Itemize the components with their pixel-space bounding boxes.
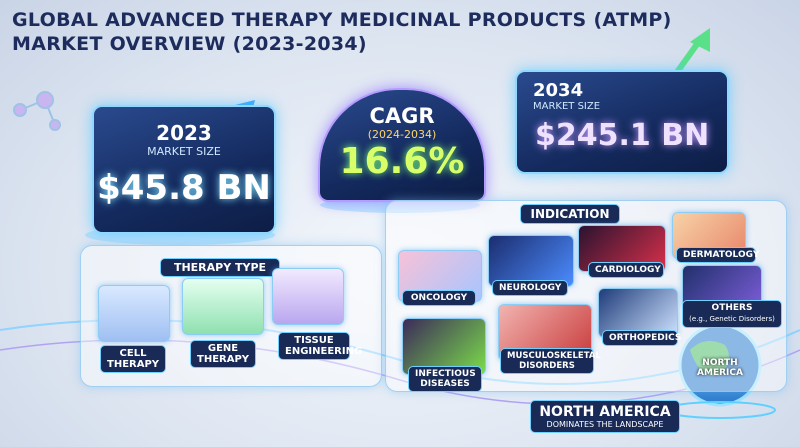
cagr-period: (2024-2034) — [367, 128, 437, 141]
region-subtitle: DOMINATES THE LANDSCAPE — [546, 420, 664, 429]
indication-label: INFECTIOUS DISEASES — [408, 366, 482, 392]
title-line: MARKET OVERVIEW (2023-2034) — [12, 33, 367, 55]
market-card-2023: 2023 MARKET SIZE $45.8 BN — [92, 105, 276, 234]
therapy-icon — [182, 278, 264, 335]
card-value: $45.8 BN — [97, 168, 271, 208]
indication-label: OTHERS (e.g., Genetic Disorders) — [682, 300, 782, 328]
therapy-heading: THERAPY TYPE — [160, 258, 280, 277]
title-line: GLOBAL ADVANCED THERAPY MEDICINAL PRODUC… — [12, 9, 672, 31]
therapy-item: GENE THERAPY — [190, 340, 256, 368]
card-caption: MARKET SIZE — [533, 101, 601, 112]
indication-label: MUSCULOSKELETAL DISORDERS — [500, 348, 601, 374]
therapy-item: TISSUE ENGINEERING — [278, 332, 362, 360]
indication-heading: INDICATION — [520, 204, 620, 224]
therapy-icon — [272, 268, 344, 325]
cagr-card: CAGR (2024-2034) 16.6% — [318, 88, 486, 202]
card-caption: MARKET SIZE — [147, 145, 221, 158]
indication-label: NEUROLOGY — [492, 280, 568, 296]
card-value: $245.1 BN — [535, 118, 710, 153]
indication-label: ORTHOPEDICS — [602, 330, 681, 346]
region-callout: NORTH AMERICA DOMINATES THE LANDSCAPE — [530, 400, 680, 433]
therapy-item: CELL THERAPY — [100, 345, 166, 373]
indication-note: (e.g., Genetic Disorders) — [689, 315, 775, 323]
cagr-label: CAGR — [369, 104, 435, 128]
globe-label: NORTH AMERICA — [697, 358, 743, 378]
cagr-value: 16.6% — [339, 141, 465, 182]
indication-tile — [402, 318, 486, 375]
indication-label: DERMATOLOGY — [676, 247, 759, 263]
indication-label-text: OTHERS — [711, 303, 753, 313]
region-title: NORTH AMERICA — [539, 404, 671, 420]
indication-tile — [598, 288, 678, 338]
indication-label: CARDIOLOGY — [588, 262, 664, 278]
market-card-2034: 2034 MARKET SIZE $245.1 BN — [515, 70, 729, 174]
indication-label: ONCOLOGY — [402, 290, 476, 306]
card-year: 2034 — [533, 80, 584, 101]
title: GLOBAL ADVANCED THERAPY MEDICINAL PRODUC… — [12, 8, 672, 56]
card-year: 2023 — [156, 121, 212, 145]
therapy-icon — [98, 285, 170, 342]
